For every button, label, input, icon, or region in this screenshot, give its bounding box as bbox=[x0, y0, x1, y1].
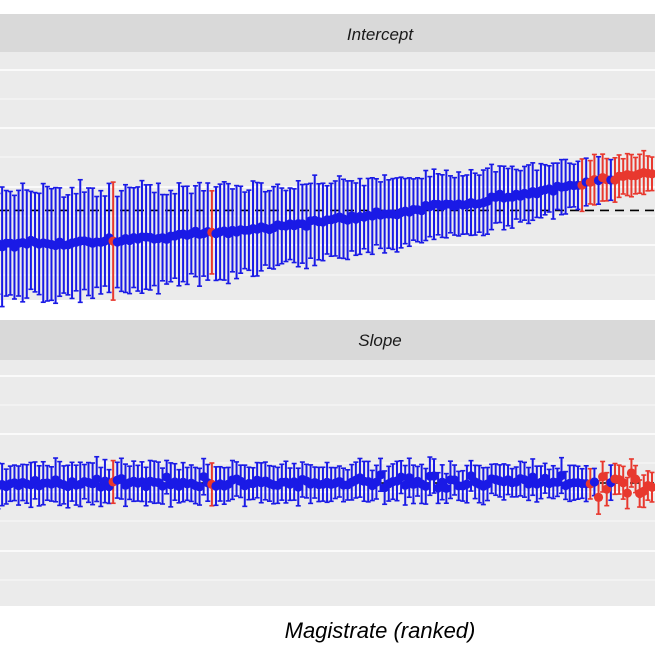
strip-label-slope: Slope bbox=[358, 331, 401, 350]
point-estimate bbox=[589, 477, 600, 487]
x-axis-title: Magistrate (ranked) bbox=[285, 618, 476, 643]
point-estimate bbox=[556, 470, 567, 481]
point-estimate bbox=[630, 474, 641, 484]
point-estimate bbox=[157, 481, 168, 491]
strip-label-intercept: Intercept bbox=[347, 25, 414, 44]
point-estimate bbox=[593, 492, 604, 502]
point-estimate bbox=[528, 472, 538, 482]
panel-slope: Slope bbox=[0, 320, 655, 606]
marks-slope bbox=[0, 455, 655, 515]
point-estimate bbox=[375, 470, 386, 480]
point-estimate bbox=[162, 472, 172, 482]
point-estimate bbox=[618, 478, 628, 488]
point-estimate bbox=[194, 482, 205, 492]
point-estimate bbox=[92, 474, 102, 484]
point-estimate bbox=[421, 481, 431, 491]
panel-intercept: Intercept bbox=[0, 14, 655, 308]
point-estimate bbox=[441, 483, 451, 494]
point-estimate bbox=[404, 473, 414, 483]
point-estimate bbox=[293, 482, 303, 492]
point-estimate bbox=[429, 471, 439, 481]
point-estimate bbox=[371, 477, 382, 487]
strip-intercept bbox=[0, 14, 655, 52]
point-estimate bbox=[622, 488, 632, 498]
point-estimate bbox=[647, 482, 655, 492]
point-estimate bbox=[552, 477, 562, 488]
point-estimate bbox=[524, 479, 534, 489]
point-estimate bbox=[647, 169, 655, 179]
point-estimate bbox=[116, 474, 126, 484]
point-estimate bbox=[462, 479, 472, 489]
point-estimate bbox=[598, 472, 608, 482]
point-estimate bbox=[396, 472, 406, 482]
marks-intercept bbox=[0, 149, 655, 308]
strip-slope bbox=[0, 320, 655, 360]
point-estimate bbox=[400, 480, 410, 490]
